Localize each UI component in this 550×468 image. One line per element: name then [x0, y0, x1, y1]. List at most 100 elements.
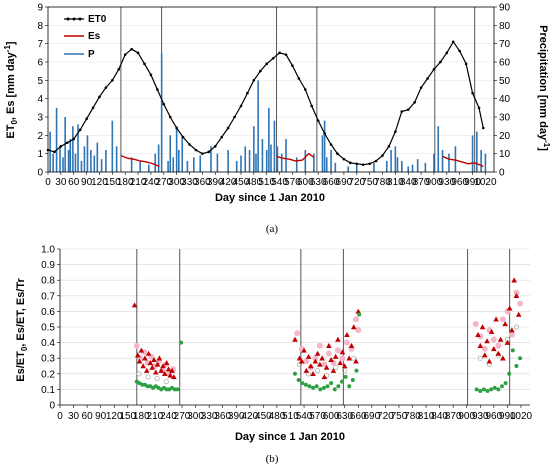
- precipitation-bar: [240, 155, 242, 172]
- et0-point: [188, 143, 191, 146]
- x-tick-label: 240: [160, 411, 177, 422]
- ratio-point-circle: [312, 355, 319, 362]
- precipitation-bar: [147, 164, 150, 172]
- x-tick-label: 750: [361, 177, 378, 188]
- y-tick-label: 0.1: [41, 385, 55, 396]
- ratio-point-circle: [490, 336, 497, 343]
- et0-point: [419, 86, 423, 89]
- ratio-point-triangle: [321, 374, 328, 380]
- ratio-point-circle: [314, 384, 319, 389]
- precipitation-bar: [83, 146, 86, 172]
- et0-point: [451, 40, 455, 44]
- et0-point: [387, 145, 391, 148]
- panel-b-x-tick-labels: 0 30 60 90 120150180210240270300330360390420…: [57, 405, 533, 422]
- ratio-point-triangle: [158, 367, 165, 373]
- precipitation-bar: [172, 157, 175, 172]
- ratio-point-circle: [303, 382, 308, 387]
- x-tick-label: 630: [310, 177, 327, 188]
- y2-tick-label: 90: [499, 3, 511, 14]
- y-tick-label: 2: [37, 131, 43, 142]
- ratio-point-triangle: [477, 342, 484, 348]
- x-tick-label: 30: [55, 177, 67, 188]
- precipitation-bar: [130, 157, 133, 172]
- ratio-point-circle: [336, 384, 341, 389]
- ratio-point-circle: [325, 384, 330, 389]
- x-tick-label: 150: [119, 411, 136, 422]
- ratio-point-circle: [513, 289, 520, 296]
- et0-point: [342, 157, 346, 161]
- et0-point: [201, 152, 204, 155]
- et0-point: [65, 141, 69, 144]
- ratio-point-circle: [499, 384, 504, 389]
- x-tick-label: 300: [168, 177, 185, 188]
- et0-point: [258, 69, 262, 73]
- et0-point: [291, 64, 294, 67]
- panel-a-y2-tick-labels: 0 10 20 30 40 50 60 70 80 90: [494, 3, 511, 179]
- ratio-point-triangle: [131, 302, 138, 308]
- ratio-point-triangle: [475, 332, 481, 338]
- y-tick-label: 3: [37, 113, 43, 124]
- ratio-point-triangle: [310, 371, 316, 377]
- et0-point: [349, 161, 352, 165]
- precipitation-bar: [59, 146, 61, 172]
- precipitation-bar: [255, 153, 257, 172]
- x-tick-label: 570: [284, 177, 301, 188]
- y-tick-label: 0.3: [41, 354, 55, 365]
- precipitation-bar: [394, 146, 397, 172]
- precipitation-bar: [437, 126, 440, 172]
- y-tick-label: 8: [37, 21, 43, 32]
- panel-a-frame: [47, 6, 495, 173]
- precipitation-bar: [265, 150, 268, 172]
- ratio-point-triangle: [482, 352, 488, 358]
- ratio-point-triangle: [319, 355, 325, 361]
- ratio-point-circle: [316, 342, 323, 349]
- ratio-point-open-circle: [513, 324, 520, 330]
- ratio-point-circle: [175, 387, 180, 392]
- x-tick-label: 840: [400, 177, 417, 188]
- y-tick-label: 0.9: [41, 260, 55, 271]
- et0-point: [98, 95, 101, 99]
- x-tick-label: 870: [445, 411, 462, 422]
- ratio-point-triangle: [305, 353, 312, 359]
- et0-point: [72, 137, 76, 141]
- ratio-point-triangle: [303, 367, 310, 373]
- et0-point: [271, 57, 275, 60]
- precipitation-bar: [313, 153, 315, 172]
- x-tick-label: 810: [418, 411, 435, 422]
- ratio-point-circle: [300, 381, 305, 386]
- x-tick-label: 660: [350, 411, 367, 422]
- ratio-point-triangle: [504, 339, 511, 345]
- ratio-point-circle: [303, 358, 310, 365]
- x-tick-label: 810: [387, 177, 404, 188]
- ratio-point-circle: [357, 312, 362, 317]
- ratio-point-circle: [518, 356, 523, 361]
- x-tick-label: 540: [296, 411, 313, 422]
- y-tick-label: 5: [37, 76, 43, 87]
- ratio-point-circle: [478, 388, 483, 393]
- ratio-point-circle: [347, 384, 352, 389]
- ratio-point-triangle: [330, 367, 337, 373]
- ratio-point-circle: [495, 342, 502, 349]
- et0-point: [59, 145, 63, 148]
- x-tick-label: 840: [431, 411, 448, 422]
- ratio-point-circle: [133, 342, 140, 349]
- x-tick-label: 390: [207, 177, 224, 188]
- panel-b-label: (b): [266, 453, 279, 465]
- et0-point: [156, 88, 159, 91]
- y-tick-label: 9: [37, 3, 43, 14]
- precipitation-bar: [177, 150, 180, 172]
- precipitation-bar: [480, 150, 482, 172]
- x-tick-label: 960: [486, 411, 503, 422]
- ratio-point-circle: [503, 381, 508, 386]
- ratio-point-circle: [353, 316, 360, 323]
- ratio-point-circle: [334, 347, 341, 354]
- et0-point: [445, 51, 449, 55]
- ratio-point-triangle: [171, 374, 177, 380]
- ratio-point-triangle: [160, 363, 166, 369]
- legend-et0-marker: [72, 17, 76, 21]
- panel-b-x-axis-label: Day since 1 Jan 2010: [235, 431, 345, 443]
- precipitation-bar: [390, 150, 392, 172]
- ratio-point-circle: [294, 330, 301, 337]
- x-tick-label: 960: [451, 177, 468, 188]
- et0-point: [406, 108, 410, 111]
